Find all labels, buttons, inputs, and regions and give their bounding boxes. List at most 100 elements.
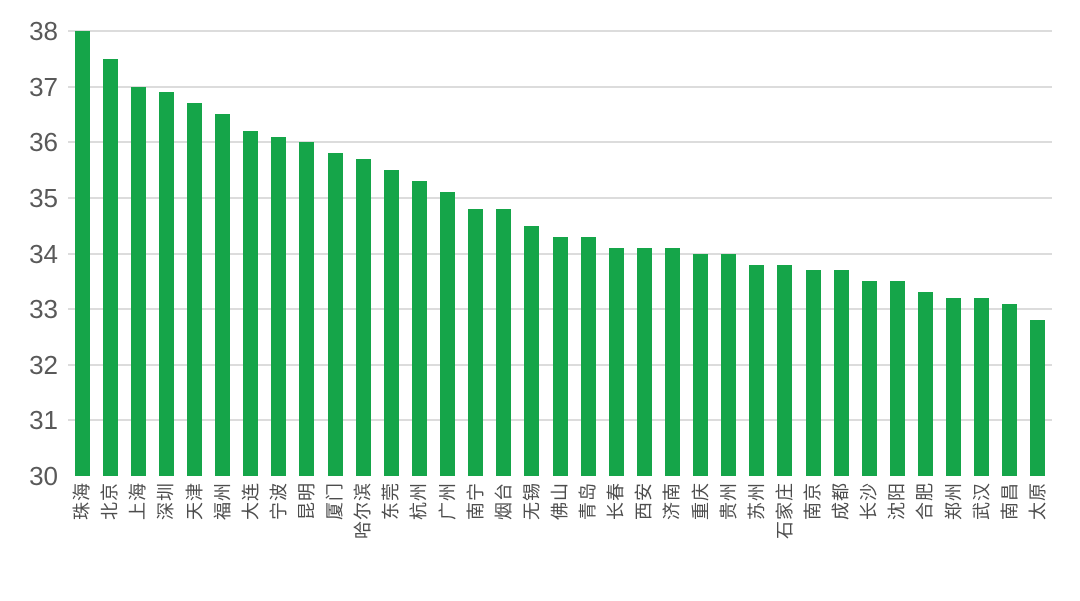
x-axis-category-cell: 北京 [96, 482, 124, 592]
x-axis-category-label-天津: 天津 [184, 482, 205, 520]
bar-厦门 [327, 153, 343, 476]
x-axis-category-cell: 珠海 [68, 482, 96, 592]
x-axis-category-label-苏州: 苏州 [746, 482, 767, 520]
bar-烟台 [496, 209, 512, 476]
y-axis-tick-label-36: 36 [29, 127, 58, 158]
bar-南宁 [468, 209, 484, 476]
x-axis-category-cell: 上海 [124, 482, 152, 592]
x-axis-category-label-成都: 成都 [831, 482, 852, 520]
x-axis-category-cell: 南宁 [462, 482, 490, 592]
x-axis-category-label-南宁: 南宁 [465, 482, 486, 520]
x-axis-category-label-福州: 福州 [212, 482, 233, 520]
bar-深圳 [158, 92, 174, 476]
x-axis-category-label-贵州: 贵州 [718, 482, 739, 520]
x-axis-category-label-昆明: 昆明 [296, 482, 317, 520]
bar-宁波 [271, 136, 287, 476]
gridline-37 [68, 85, 1052, 88]
x-axis-category-label-长沙: 长沙 [859, 482, 880, 520]
x-axis-category-cell: 广州 [433, 482, 461, 592]
bar-广州 [440, 192, 456, 476]
bar-青岛 [580, 236, 596, 476]
x-axis-category-cell: 烟台 [490, 482, 518, 592]
bar-珠海 [74, 31, 90, 476]
y-axis: 30 31 32 33 34 35 36 37 38 [0, 17, 58, 490]
y-axis-tick-label-31: 31 [29, 405, 58, 436]
y-axis-tick-label-34: 34 [29, 238, 58, 269]
bar-南京 [805, 270, 821, 476]
x-axis-category-label-上海: 上海 [128, 482, 149, 520]
bar-上海 [130, 86, 146, 476]
x-axis-category-label-厦门: 厦门 [325, 482, 346, 520]
bar-苏州 [749, 264, 765, 476]
x-axis-category-label-北京: 北京 [100, 482, 121, 520]
x-axis-category-label-杭州: 杭州 [409, 482, 430, 520]
x-axis-category-label-南京: 南京 [803, 482, 824, 520]
x-axis: 珠海 北京 上海 深圳 天津 福州 大连 宁波 昆明 厦门 哈尔滨 东莞 杭州 广州 南宁 烟台 无锡 佛山 青岛长… [68, 482, 1052, 592]
x-axis-category-cell: 太原 [1024, 482, 1052, 592]
bar-济南 [664, 247, 680, 476]
y-axis-tick-label-37: 37 [29, 71, 58, 102]
x-axis-category-cell: 东莞 [377, 482, 405, 592]
x-axis-category-label-南昌: 南昌 [999, 482, 1020, 520]
bar-东莞 [383, 170, 399, 476]
x-axis-category-label-珠海: 珠海 [72, 482, 93, 520]
bar-贵州 [721, 253, 737, 476]
bar-长春 [608, 247, 624, 476]
x-axis-category-cell: 大连 [237, 482, 265, 592]
bar-石家庄 [777, 264, 793, 476]
x-axis-category-cell: 苏州 [743, 482, 771, 592]
x-axis-category-cell: 沈阳 [883, 482, 911, 592]
x-axis-category-cell: 青岛 [574, 482, 602, 592]
bar-武汉 [974, 298, 990, 476]
bar-重庆 [693, 253, 709, 476]
bar-沈阳 [889, 281, 905, 476]
bar-佛山 [552, 236, 568, 476]
x-axis-category-label-重庆: 重庆 [690, 482, 711, 520]
x-axis-category-cell: 郑州 [940, 482, 968, 592]
x-axis-category-label-郑州: 郑州 [943, 482, 964, 520]
x-axis-category-cell: 宁波 [265, 482, 293, 592]
bar-成都 [833, 270, 849, 476]
x-axis-category-label-佛山: 佛山 [549, 482, 570, 520]
x-axis-category-label-大连: 大连 [240, 482, 261, 520]
x-axis-category-label-东莞: 东莞 [381, 482, 402, 520]
gridline-36 [68, 141, 1052, 144]
x-axis-category-label-无锡: 无锡 [521, 482, 542, 520]
bar-郑州 [946, 298, 962, 476]
bar-南昌 [1002, 303, 1018, 476]
x-axis-category-cell: 石家庄 [771, 482, 799, 592]
x-axis-category-label-合肥: 合肥 [915, 482, 936, 520]
x-axis-category-cell: 厦门 [321, 482, 349, 592]
bar-杭州 [411, 181, 427, 476]
x-axis-category-cell: 无锡 [518, 482, 546, 592]
x-axis-category-cell: 佛山 [546, 482, 574, 592]
x-axis-category-label-济南: 济南 [662, 482, 683, 520]
x-axis-category-label-烟台: 烟台 [493, 482, 514, 520]
gridline-35 [68, 196, 1052, 199]
bar-合肥 [917, 292, 933, 476]
x-axis-category-cell: 南昌 [996, 482, 1024, 592]
bar-北京 [102, 58, 118, 476]
bar-太原 [1030, 320, 1046, 476]
bar-西安 [636, 247, 652, 476]
x-axis-category-cell: 贵州 [715, 482, 743, 592]
x-axis-category-label-广州: 广州 [437, 482, 458, 520]
x-axis-category-cell: 南京 [799, 482, 827, 592]
x-axis-category-label-石家庄: 石家庄 [774, 482, 795, 539]
bar-大连 [243, 131, 259, 476]
x-axis-category-label-武汉: 武汉 [971, 482, 992, 520]
bar-昆明 [299, 142, 315, 476]
x-axis-category-label-宁波: 宁波 [268, 482, 289, 520]
x-axis-category-cell: 杭州 [405, 482, 433, 592]
x-axis-category-cell: 成都 [827, 482, 855, 592]
x-axis-category-label-西安: 西安 [634, 482, 655, 520]
x-axis-category-cell: 合肥 [911, 482, 939, 592]
x-axis-category-cell: 福州 [209, 482, 237, 592]
bar-长沙 [861, 281, 877, 476]
bar-哈尔滨 [355, 158, 371, 476]
x-axis-category-label-沈阳: 沈阳 [887, 482, 908, 520]
y-axis-tick-label-33: 33 [29, 294, 58, 325]
x-axis-category-cell: 长春 [602, 482, 630, 592]
x-axis-category-cell: 长沙 [855, 482, 883, 592]
